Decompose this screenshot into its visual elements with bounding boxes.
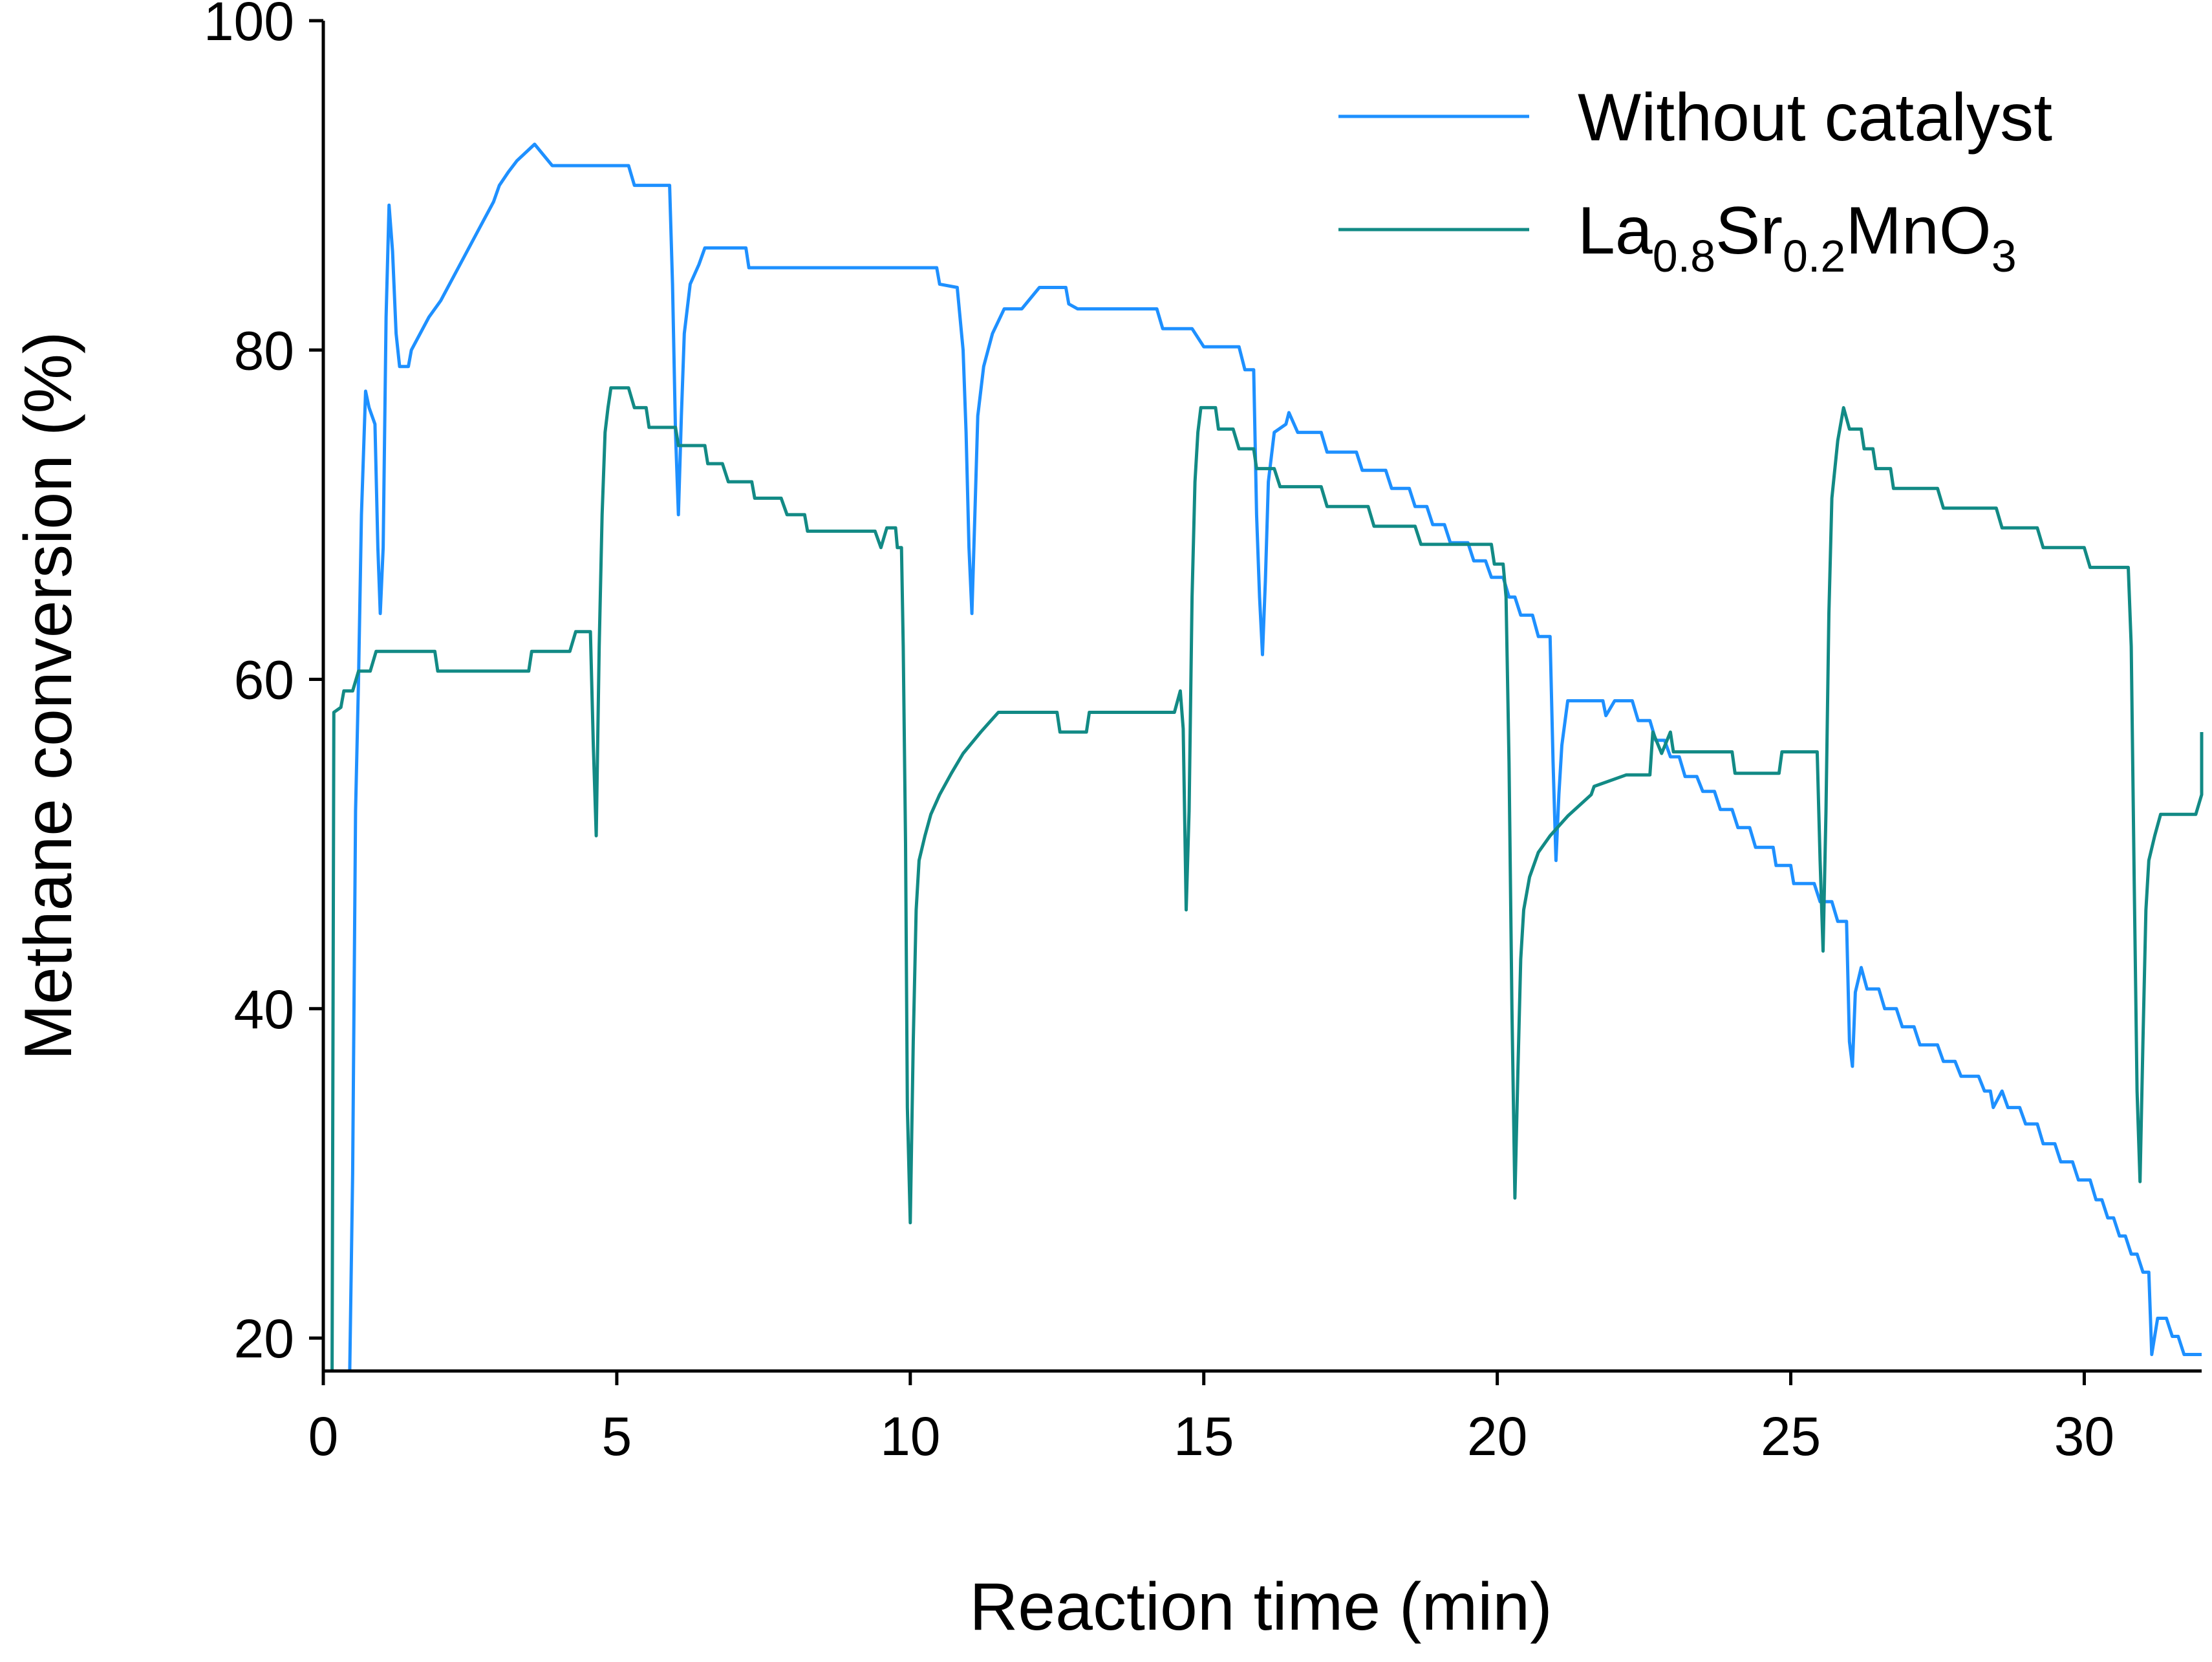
x-tick-label: 0: [308, 1406, 339, 1467]
y-tick-label: 80: [234, 320, 294, 381]
y-tick-label: 100: [204, 0, 294, 52]
legend: Without catalyst La0.8Sr0.2MnO3: [1338, 80, 2052, 281]
x-axis-title: Reaction time (min): [969, 1570, 1552, 1645]
x-ticks: 0 5 10 15 20 25 30: [308, 1371, 2114, 1467]
x-tick-label: 15: [1174, 1406, 1234, 1467]
legend-label-la-sr-mno3: La0.8Sr0.2MnO3: [1578, 193, 2017, 281]
x-tick-label: 30: [2054, 1406, 2114, 1467]
x-tick-label: 10: [880, 1406, 940, 1467]
y-tick-label: 60: [234, 650, 294, 711]
x-tick-label: 25: [1761, 1406, 1821, 1467]
x-tick-label: 20: [1467, 1406, 1527, 1467]
y-tick-label: 40: [234, 979, 294, 1040]
plot-lines: [330, 142, 2204, 1372]
y-tick-label: 20: [234, 1308, 294, 1369]
x-tick-label: 5: [602, 1406, 632, 1467]
y-axis-title: Methane conversion (%): [11, 331, 86, 1060]
series-line-la-sr-mno3: [330, 386, 2204, 1372]
series-line-without-catalyst: [348, 142, 2202, 1372]
legend-label-without-catalyst: Without catalyst: [1578, 80, 2052, 155]
y-ticks: 20 40 60 80 100: [204, 0, 323, 1369]
